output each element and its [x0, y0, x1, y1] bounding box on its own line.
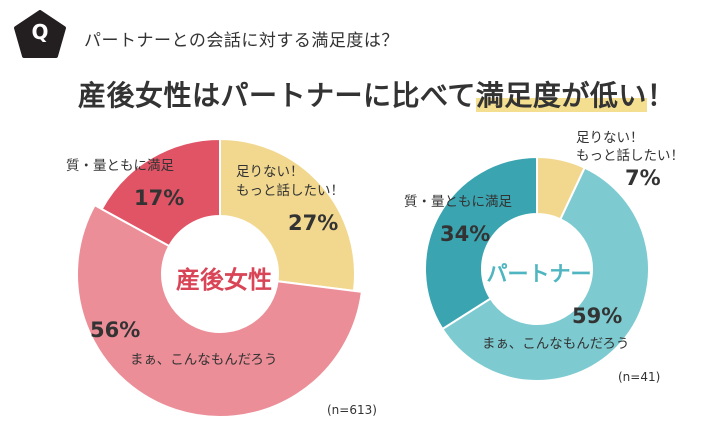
chart-left-donut	[76, 137, 363, 418]
left-slice-label-ok: まぁ、こんなもんだろう	[130, 352, 278, 368]
left-chart-n: (n=613)	[327, 403, 377, 417]
right-slice-label-ok: まぁ、こんなもんだろう	[482, 336, 630, 352]
right-slice-pct-ok: 59%	[572, 304, 623, 328]
question-badge-letter: Q	[31, 20, 49, 44]
left-slice-label-satisfied: 質・量ともに満足	[66, 158, 174, 174]
right-chart-n: (n=41)	[618, 370, 661, 384]
right-donut-hole	[482, 214, 592, 324]
left-donut-hole	[162, 216, 278, 332]
right-chart-title: パートナー	[486, 262, 592, 286]
headline-end: ！	[646, 79, 676, 112]
right-slice-label-insufficient-line2: もっと話したい！	[576, 148, 684, 164]
question-text: パートナーとの会話に対する満足度は？	[84, 31, 399, 51]
left-slice-pct-insufficient: 27%	[288, 211, 339, 235]
headline-plain: 産後女性はパートナーに比べて	[78, 79, 476, 112]
right-slice-pct-satisfied: 34%	[440, 222, 491, 246]
headline-highlight: 満足度が低い	[475, 79, 647, 112]
left-slice-pct-satisfied: 17%	[134, 186, 185, 210]
left-slice-label-insufficient-line2: もっと話したい！	[236, 183, 344, 199]
right-slice-pct-insufficient: 7%	[625, 166, 661, 190]
left-slice-label-insufficient-line1: 足りない！	[236, 164, 304, 180]
left-chart-title: 産後女性	[176, 266, 272, 294]
right-slice-label-satisfied: 質・量ともに満足	[404, 194, 512, 210]
chart-right-donut	[424, 155, 650, 382]
question-badge-icon	[14, 10, 66, 58]
left-slice-pct-ok: 56%	[90, 318, 141, 342]
right-slice-label-insufficient-line1: 足りない！	[576, 130, 644, 146]
headline: 産後女性はパートナーに比べて満足度が低い！	[78, 74, 675, 114]
